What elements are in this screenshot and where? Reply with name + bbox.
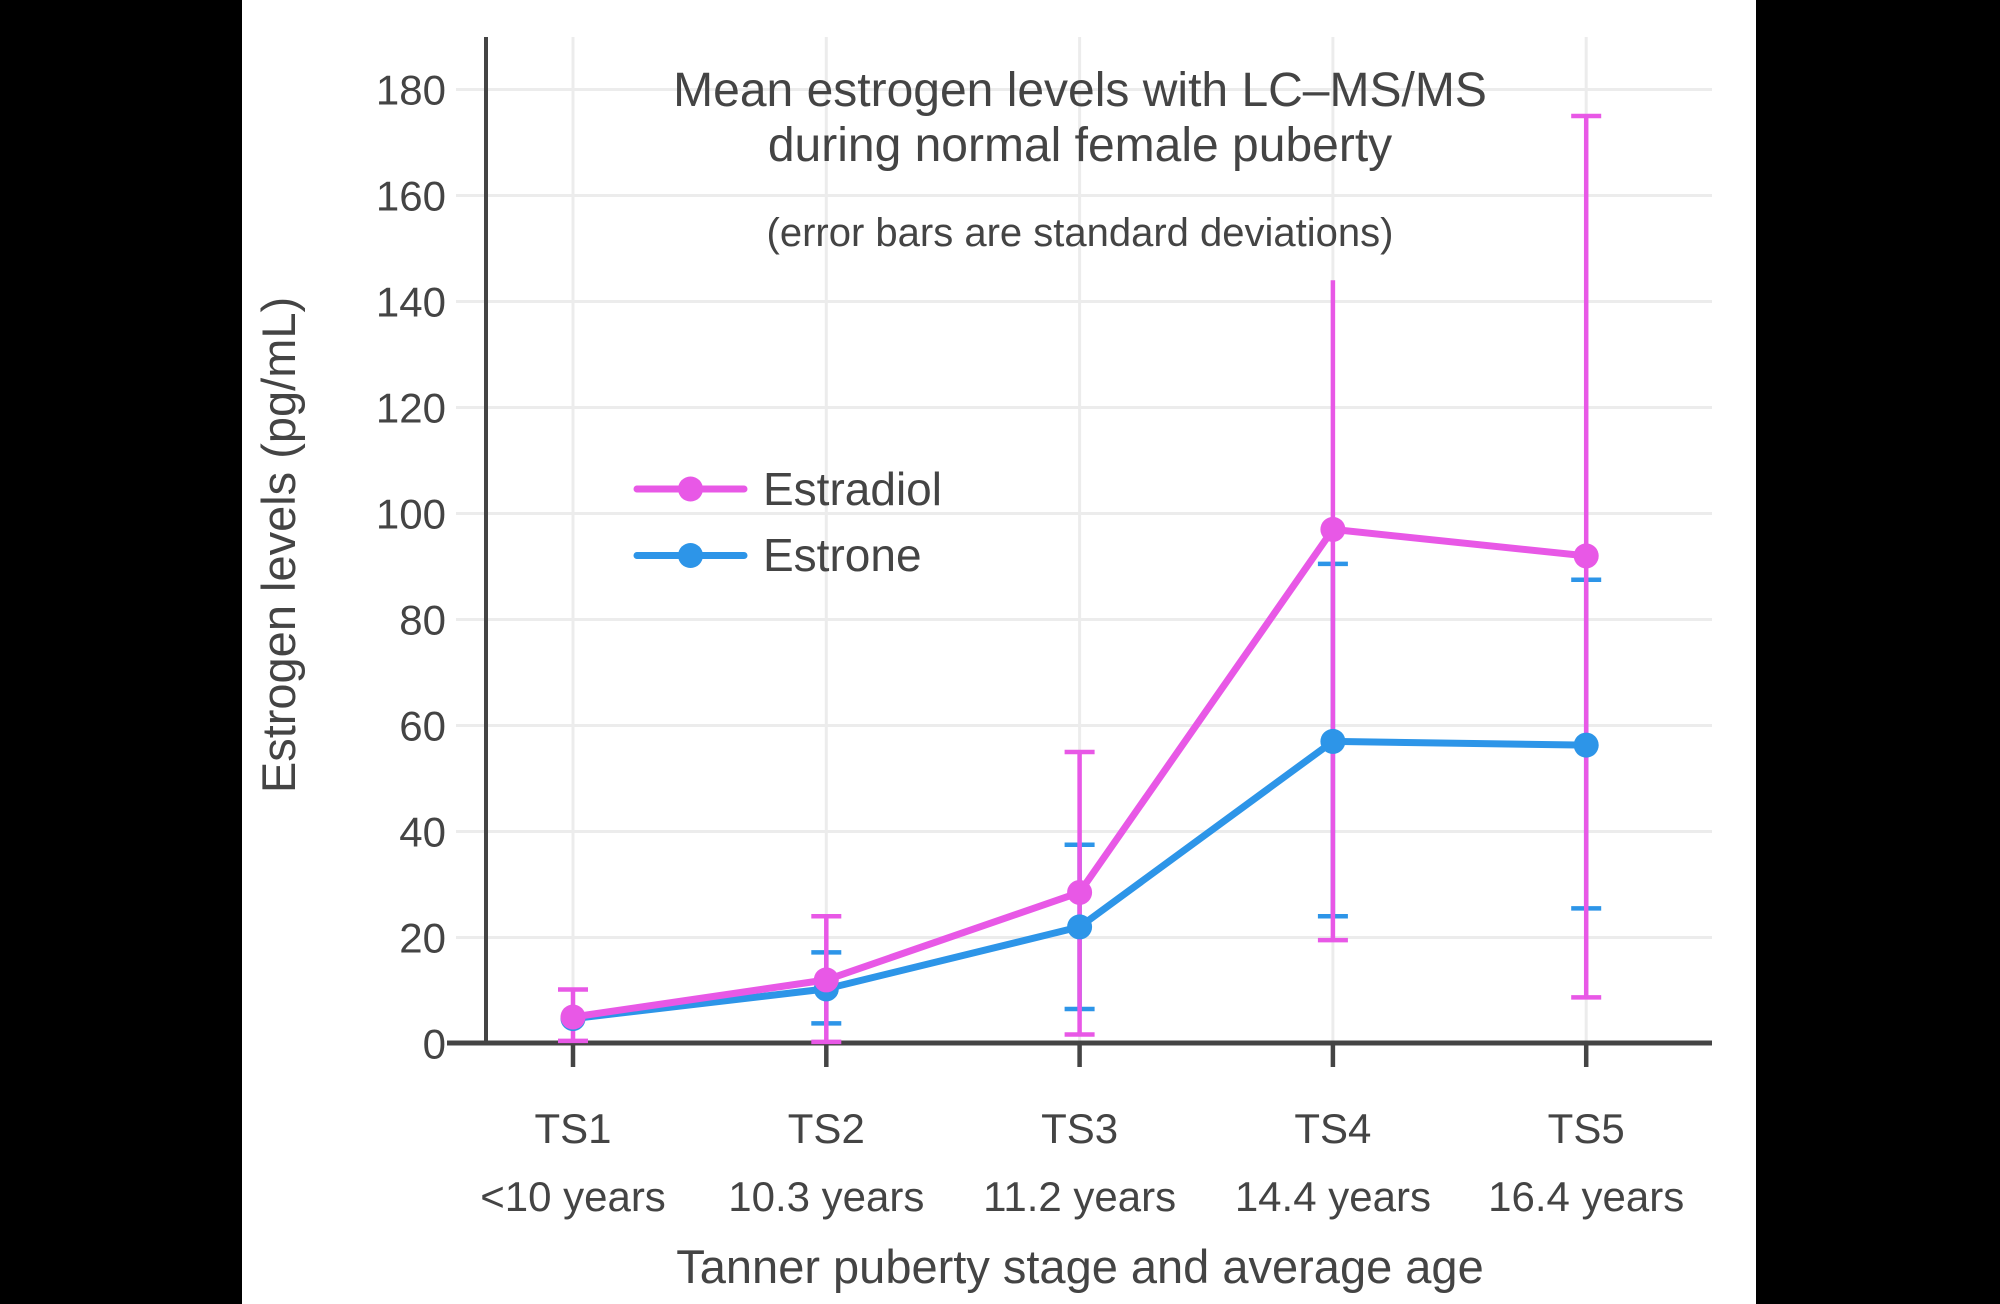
- x-age-label-TS2: 10.3 years: [728, 1173, 924, 1220]
- legend-item-estradiol: Estradiol: [633, 463, 942, 515]
- y-tick-label-160: 160: [376, 173, 446, 220]
- y-tick-label-40: 40: [399, 809, 446, 856]
- legend-label-estrone: Estrone: [763, 529, 922, 581]
- chart-title-line1: Mean estrogen levels with LC–MS/MS: [673, 64, 1487, 117]
- x-category-label-TS2: TS2: [788, 1105, 865, 1152]
- y-tick-label-120: 120: [376, 385, 446, 432]
- y-tick-labels: 0 20 40 60 80 100 120 140 160 180: [376, 67, 446, 1068]
- legend-label-estradiol: Estradiol: [763, 463, 942, 515]
- y-tick-label-20: 20: [399, 915, 446, 962]
- y-tick-label-0: 0: [423, 1021, 446, 1068]
- y-axis-title: Estrogen levels (pg/mL): [252, 297, 305, 793]
- legend-item-estrone: Estrone: [633, 529, 922, 581]
- x-category-label-TS1: TS1: [534, 1105, 611, 1152]
- x-age-label-TS3: 11.2 years: [983, 1173, 1176, 1220]
- data-point-estradiol-TS5: [1573, 543, 1599, 569]
- series-lines-and-markers: [560, 516, 1599, 1032]
- x-axis-title: Tanner puberty stage and average age: [676, 1240, 1483, 1293]
- data-point-estrone-TS4: [1320, 728, 1346, 754]
- x-category-label-TS5: TS5: [1548, 1105, 1625, 1152]
- x-age-label-TS5: 16.4 years: [1488, 1173, 1684, 1220]
- series-estradiol: [560, 516, 1599, 1030]
- chart-title-line2: during normal female puberty: [768, 119, 1392, 172]
- x-category-label-TS4: TS4: [1294, 1105, 1371, 1152]
- data-point-estradiol-TS2: [813, 967, 839, 993]
- data-point-estradiol-TS3: [1067, 879, 1093, 905]
- x-age-labels: <10 years 10.3 years 11.2 years 14.4 years 1…: [480, 1173, 1684, 1220]
- x-category-labels: TS1 TS2 TS3 TS4 TS5: [534, 1105, 1624, 1152]
- y-tick-label-140: 140: [376, 279, 446, 326]
- horizontal-gridlines: [456, 88, 1712, 939]
- legend-swatch-marker-estradiol: [678, 476, 703, 502]
- x-axis-tick-marks: [570, 1045, 1589, 1067]
- data-point-estrone-TS5: [1573, 732, 1599, 758]
- legend: Estradiol Estrone: [633, 463, 942, 581]
- data-point-estrone-TS3: [1067, 914, 1093, 940]
- chart-subtitle: (error bars are standard deviations): [767, 211, 1394, 255]
- data-point-estradiol-TS4: [1320, 516, 1346, 542]
- y-tick-label-80: 80: [399, 597, 446, 644]
- x-age-label-TS1: <10 years: [480, 1173, 666, 1220]
- legend-swatch-marker-estrone: [678, 543, 703, 568]
- data-point-estradiol-TS1: [560, 1004, 586, 1030]
- plot-canvas: [242, 0, 1756, 1304]
- y-tick-label-60: 60: [399, 703, 446, 750]
- y-tick-label-100: 100: [376, 491, 446, 538]
- y-tick-label-180: 180: [376, 67, 446, 114]
- x-category-label-TS3: TS3: [1041, 1105, 1118, 1152]
- x-age-label-TS4: 14.4 years: [1235, 1173, 1431, 1220]
